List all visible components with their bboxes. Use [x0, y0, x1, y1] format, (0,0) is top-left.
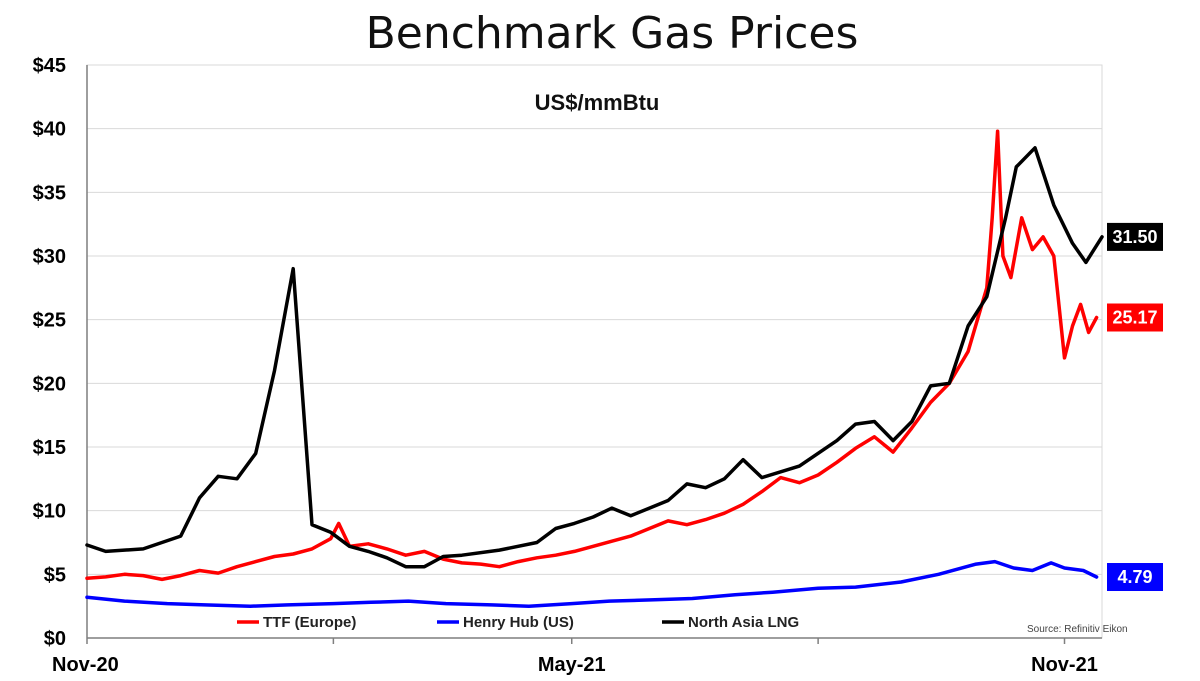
chart-title: Benchmark Gas Prices	[366, 8, 859, 59]
y-axis-ticks: $0 $5 $10 $15 $20 $25 $30 $35 $40 $45	[33, 55, 66, 650]
y-tick-label: $45	[33, 55, 66, 77]
series-line-henry-hub-us	[85, 559, 1099, 608]
series-lines	[85, 129, 1104, 608]
last-value-label: 25.17	[1112, 308, 1157, 328]
source-note: Source: Refinitiv Eikon	[1027, 624, 1128, 635]
series-line-north-asia-lng	[85, 146, 1104, 569]
legend-label: North Asia LNG	[688, 614, 799, 631]
y-tick-label: $0	[44, 628, 66, 650]
x-tick-label: May-21	[538, 654, 606, 676]
legend: TTF (Europe) Henry Hub (US) North Asia LNG	[237, 614, 799, 631]
last-value-badge	[1107, 222, 1163, 251]
y-tick-label: $25	[33, 310, 66, 332]
x-tick-label: Nov-21	[1031, 654, 1098, 676]
y-tick-label: $5	[44, 564, 66, 586]
y-tick-label: $35	[33, 182, 66, 204]
last-value-badge	[1107, 563, 1163, 592]
x-axis-ticks: Nov-20 May-21 Nov-21	[52, 638, 1098, 676]
last-value-badge	[1107, 303, 1163, 332]
last-value-label: 4.79	[1117, 567, 1152, 587]
series-line-ttf-europe	[85, 129, 1099, 582]
unit-label: US$/mmBtu	[535, 90, 660, 115]
legend-label: Henry Hub (US)	[463, 614, 574, 631]
y-tick-label: $20	[33, 373, 66, 395]
y-tick-label: $15	[33, 437, 66, 459]
plot-area	[86, 64, 1103, 639]
y-tick-label: $10	[33, 501, 66, 523]
y-tick-label: $30	[33, 246, 66, 268]
x-tick-label: Nov-20	[52, 654, 119, 676]
last-value-label: 31.50	[1112, 227, 1157, 247]
y-tick-label: $40	[33, 119, 66, 141]
last-value-badges: 25.17 4.79 31.50	[1107, 222, 1163, 592]
legend-label: TTF (Europe)	[263, 614, 356, 631]
